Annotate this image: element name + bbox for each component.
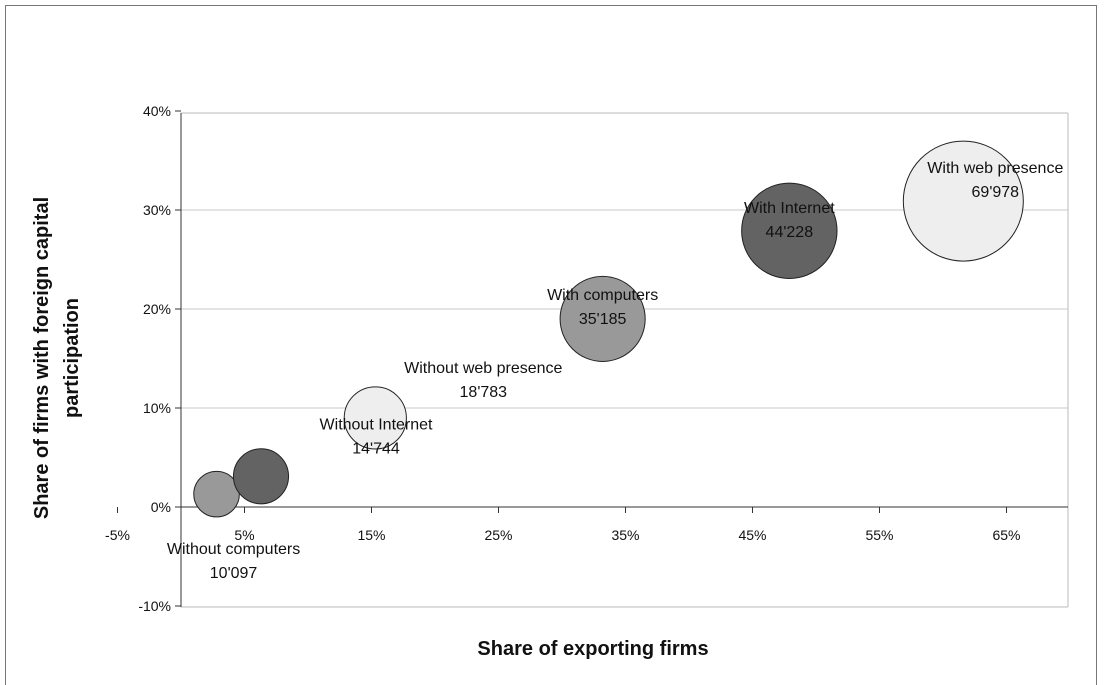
bubble-size-label: 10'097 xyxy=(210,565,258,582)
chart-frame xyxy=(5,5,1097,685)
bubble-name-label: With Internet xyxy=(744,200,835,217)
bubble-name-label: Without web presence xyxy=(404,360,562,377)
bubble-name-label: Without Internet xyxy=(320,416,434,433)
x-axis-title: Share of exporting firms xyxy=(477,638,708,660)
bubble xyxy=(232,448,290,505)
y-tick-label: -10% xyxy=(138,598,171,614)
bubble-size-label: 69'978 xyxy=(972,184,1020,201)
y-tick-label: 20% xyxy=(143,301,171,317)
x-tick-label: 45% xyxy=(738,527,766,543)
bubble xyxy=(559,275,646,362)
y-tick-label: 10% xyxy=(143,400,171,416)
bubble-size-label: 44'228 xyxy=(766,224,814,241)
bubble xyxy=(343,386,407,450)
x-tick-label: 65% xyxy=(992,527,1020,543)
y-tick-label: 40% xyxy=(143,103,171,119)
x-tick-label: 55% xyxy=(865,527,893,543)
bubble-size-label: 14'744 xyxy=(352,440,400,457)
bubble-size-label: 35'185 xyxy=(579,311,627,328)
x-tick-label: 5% xyxy=(234,527,254,543)
y-tick-label: 30% xyxy=(143,202,171,218)
bubble-name-label: With web presence xyxy=(927,160,1063,177)
bubble xyxy=(902,140,1024,262)
bubble-size-label: 18'783 xyxy=(460,384,508,401)
x-tick-label: 35% xyxy=(611,527,639,543)
y-axis-title-line-2: participation xyxy=(61,298,83,418)
x-tick-label: 25% xyxy=(484,527,512,543)
y-tick-label: 0% xyxy=(151,499,171,515)
bubble-name-label: Without computers xyxy=(167,541,300,558)
bubble-name-label: With computers xyxy=(547,287,658,304)
bubble xyxy=(741,182,838,279)
x-tick-label: 15% xyxy=(357,527,385,543)
y-axis-title-line-1: Share of firms with foreign capital xyxy=(31,197,53,519)
bubble xyxy=(193,470,240,518)
x-tick-label: -5% xyxy=(105,527,130,543)
